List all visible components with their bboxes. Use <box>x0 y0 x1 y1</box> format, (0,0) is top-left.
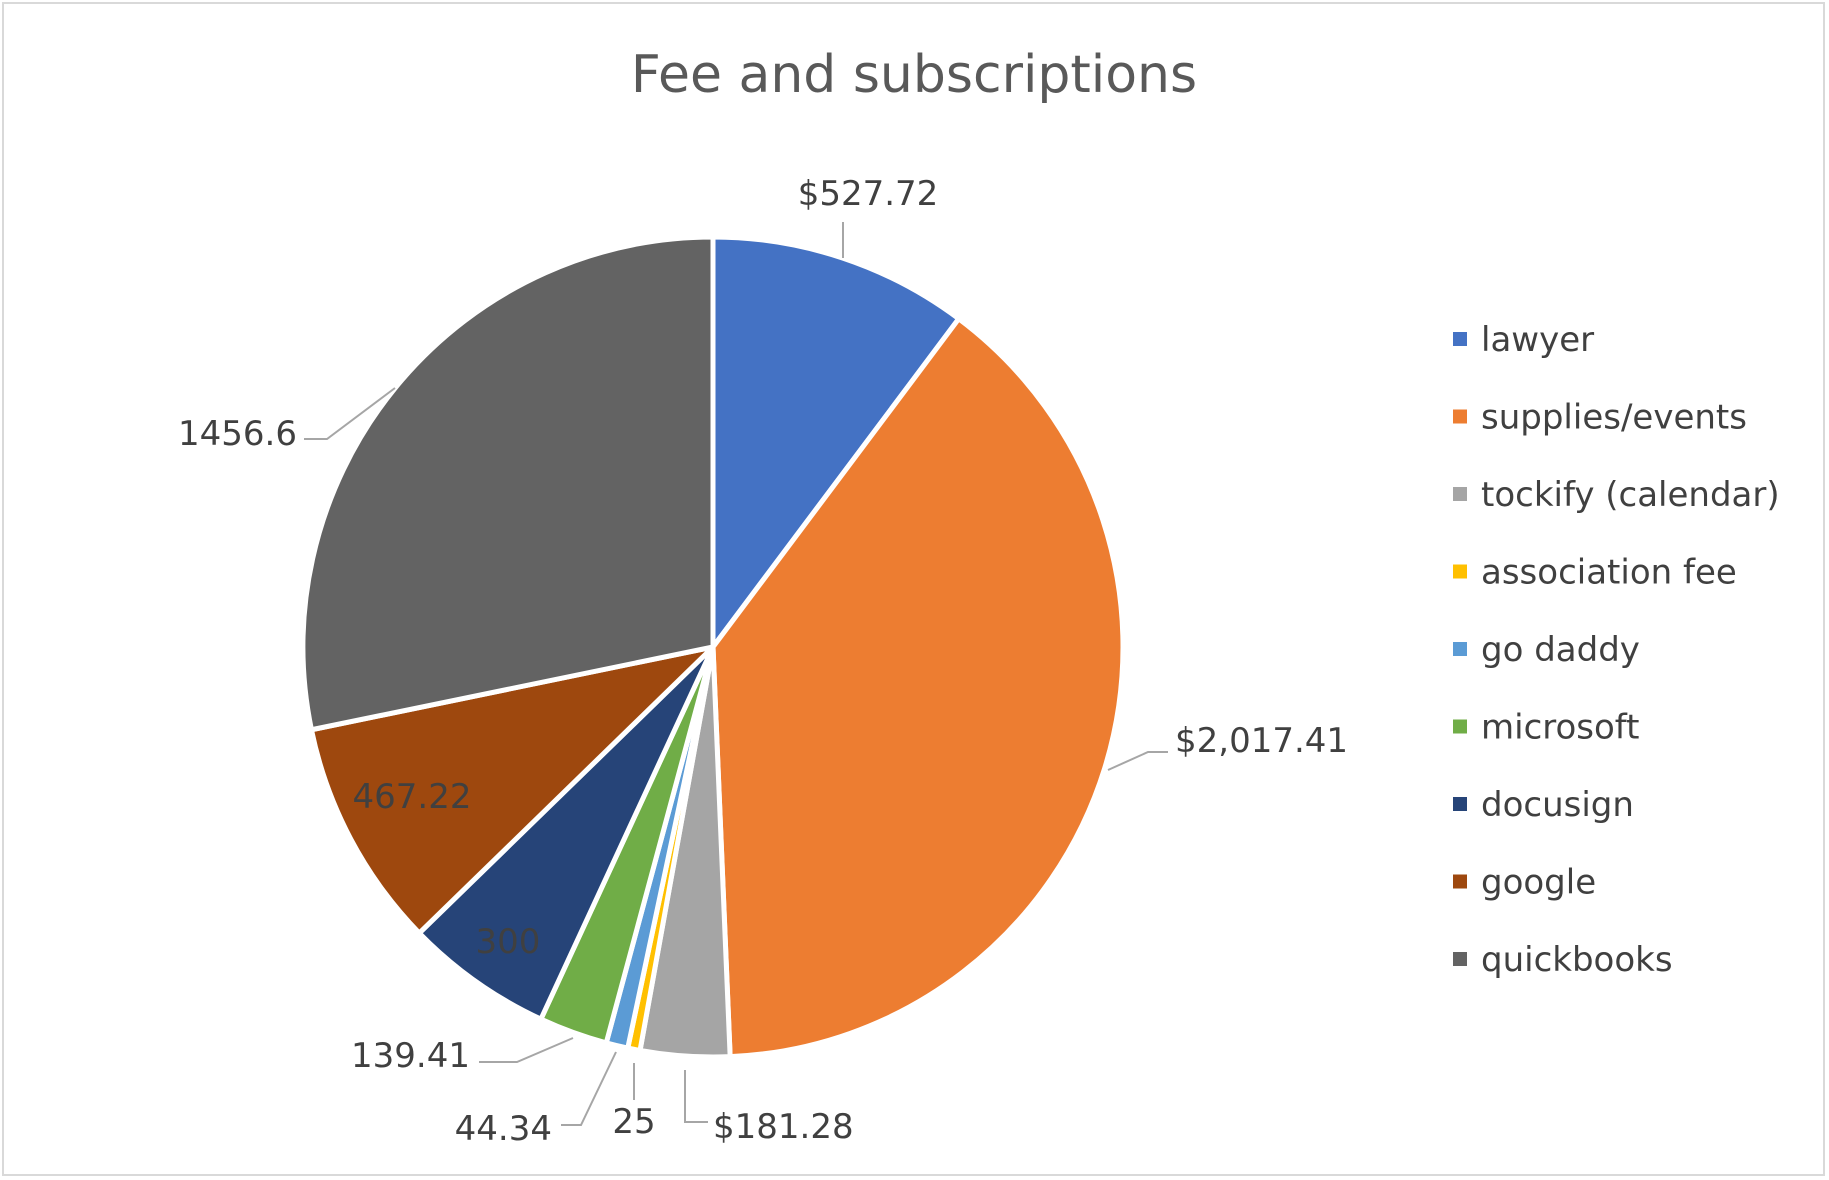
data-label-microsoft: 139.41 <box>351 1036 470 1076</box>
data-label-google: 467.22 <box>353 777 472 817</box>
data-labels: $527.72 $2,017.41 $181.28 25 44.34 139.41 300 4… <box>178 174 1348 1149</box>
legend-label-lawyer: lawyer <box>1481 320 1594 360</box>
pie-slice-supplies-events <box>710 316 1126 1060</box>
legend-swatch-docusign <box>1453 797 1467 811</box>
legend-swatch-supplies-events <box>1453 409 1467 424</box>
data-label-supplies-events: $2,017.41 <box>1175 721 1348 761</box>
leader-line-go-daddy <box>561 1051 617 1126</box>
legend-swatch-quickbooks <box>1453 952 1467 966</box>
legend-label-supplies-events: supplies/events <box>1481 398 1747 438</box>
legend-label-google: google <box>1481 863 1596 903</box>
legend-label-association-fee: association fee <box>1481 553 1737 593</box>
legend-swatch-google <box>1453 874 1467 889</box>
leader-line-microsoft <box>479 1037 574 1063</box>
legend-swatch-association-fee <box>1453 564 1467 579</box>
data-label-tockify-calendar: $181.28 <box>713 1107 854 1147</box>
chart-title: Fee and subscriptions <box>631 45 1197 105</box>
leader-lines <box>304 222 1168 1126</box>
data-label-lawyer: $527.72 <box>798 174 939 214</box>
data-label-quickbooks: 1456.6 <box>178 414 297 454</box>
leader-line-supplies-events <box>1107 751 1168 771</box>
legend: lawyer supplies/events tockify (calendar) a… <box>1453 320 1780 980</box>
legend-label-docusign: docusign <box>1481 785 1634 825</box>
pie-slice-quickbooks <box>300 234 716 733</box>
legend-swatch-microsoft <box>1453 719 1467 734</box>
legend-label-tockify-calendar: tockify (calendar) <box>1481 475 1780 515</box>
legend-label-go-daddy: go daddy <box>1481 630 1640 670</box>
leader-line-tockify-calendar <box>684 1070 708 1123</box>
legend-label-quickbooks: quickbooks <box>1481 940 1673 980</box>
pie-slice-google <box>308 644 716 936</box>
legend-label-microsoft: microsoft <box>1481 708 1640 748</box>
legend-swatch-tockify-calendar <box>1453 487 1467 501</box>
data-label-go-daddy: 44.34 <box>455 1109 552 1149</box>
data-label-docusign: 300 <box>476 922 541 962</box>
pie-slices <box>300 234 1126 1060</box>
data-label-association-fee: 25 <box>612 1102 655 1142</box>
legend-swatch-go-daddy <box>1453 642 1467 656</box>
legend-swatch-lawyer <box>1453 332 1467 346</box>
leader-line-quickbooks <box>304 387 396 440</box>
pie-slice-docusign <box>416 644 716 1022</box>
